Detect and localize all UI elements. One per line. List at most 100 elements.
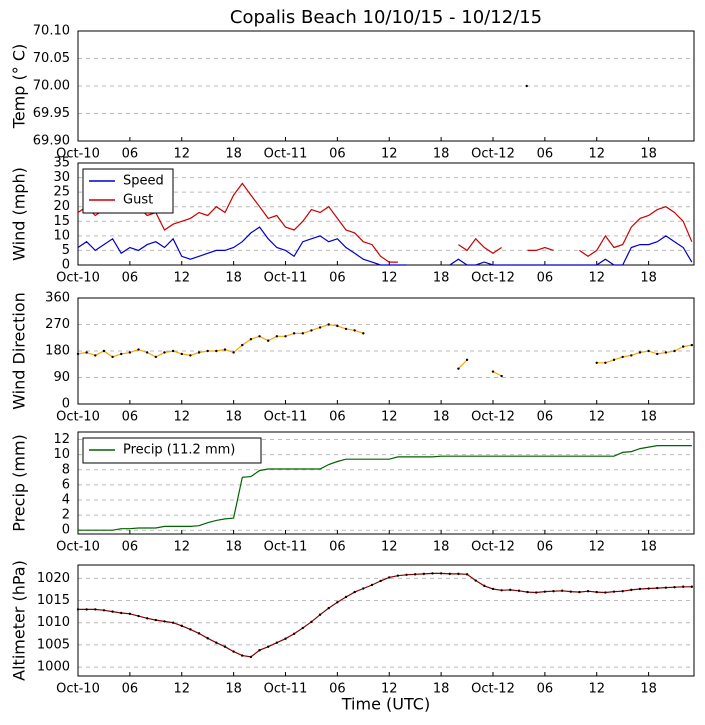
legend-box [82, 168, 174, 214]
x-tick-label: 18 [433, 271, 450, 286]
data-point [102, 609, 106, 612]
x-tick-label: 12 [381, 271, 398, 286]
data-point [310, 620, 313, 624]
data-point [604, 591, 607, 594]
x-tick-label: 06 [122, 682, 139, 697]
data-point [483, 584, 486, 588]
data-point [327, 323, 330, 326]
data-point [223, 348, 227, 351]
x-tick-label: Oct-11 [264, 540, 308, 555]
x-tick-label: 12 [588, 682, 605, 697]
data-point [94, 608, 97, 611]
data-point [292, 632, 296, 636]
data-point [145, 351, 149, 354]
data-line [78, 572, 692, 658]
x-tick-label: 06 [537, 682, 554, 697]
x-tick-label: Oct-12 [471, 410, 515, 425]
data-point [457, 572, 460, 576]
x-tick-label: Oct-11 [264, 271, 308, 286]
x-tick-label: Oct-12 [471, 271, 515, 286]
data-point [336, 324, 339, 328]
data-point [310, 329, 313, 332]
y-tick-label: 30 [53, 170, 70, 185]
y-tick-label: 10 [53, 447, 70, 462]
data-point [76, 608, 80, 611]
x-tick-label: 06 [537, 540, 554, 555]
chart-title: Copalis Beach 10/10/15 - 10/12/15 [230, 7, 542, 28]
x-tick-label: 06 [329, 147, 346, 162]
data-point [422, 572, 426, 576]
y-tick-label: 10 [53, 228, 70, 243]
y-tick-label: 180 [45, 344, 70, 359]
data-point [327, 606, 330, 610]
data-point [241, 343, 244, 347]
x-axis-label: Time (UTC) [341, 695, 430, 714]
x-tick-label: 12 [381, 682, 398, 697]
data-point [318, 613, 322, 616]
x-tick-label: 18 [433, 682, 450, 697]
y-axis-label: Wind Direction [10, 292, 29, 410]
data-point [621, 589, 624, 593]
data-point [630, 588, 633, 592]
data-point [560, 589, 564, 592]
data-point [525, 84, 528, 88]
data-point [586, 589, 590, 593]
y-tick-label: 69.90 [33, 134, 70, 149]
y-tick-label: 360 [45, 291, 70, 306]
x-tick-label: 12 [173, 540, 190, 555]
data-point [656, 586, 659, 590]
y-axis-label: Wind (mph) [10, 167, 29, 261]
data-point [284, 335, 287, 338]
x-tick-label: 06 [329, 271, 346, 286]
data-point [578, 590, 581, 594]
plot-frame [77, 297, 695, 405]
x-tick-label: 18 [433, 147, 450, 162]
data-point [664, 586, 668, 589]
x-tick-label: 12 [588, 147, 605, 162]
y-axis-label: Altimeter (hPa) [10, 560, 29, 681]
data-point [509, 588, 512, 592]
data-point [405, 573, 408, 576]
plot-frame [77, 30, 695, 142]
x-tick-label: 12 [381, 540, 398, 555]
data-point [111, 610, 114, 613]
y-tick-label: 6 [62, 477, 70, 492]
y-tick-label: 70.00 [33, 79, 70, 94]
data-point [111, 355, 114, 359]
x-tick-label: 12 [381, 410, 398, 425]
data-point [249, 655, 253, 659]
data-point [120, 352, 123, 356]
data-point [94, 354, 97, 357]
data-point [491, 587, 495, 591]
data-point [656, 352, 659, 356]
x-tick-label: 06 [122, 540, 139, 555]
data-point [85, 608, 88, 611]
data-point [180, 624, 183, 628]
legend-label: Gust [123, 193, 153, 208]
data-point [344, 595, 348, 599]
x-tick-label: 18 [433, 540, 450, 555]
data-point [673, 349, 676, 353]
x-tick-label: 18 [225, 540, 242, 555]
data-point [638, 351, 642, 354]
data-point [604, 361, 607, 364]
x-tick-label: 12 [173, 271, 190, 286]
x-tick-label: 12 [173, 147, 190, 162]
x-tick-label: 06 [122, 410, 139, 425]
data-point [612, 358, 616, 362]
data-point [215, 641, 218, 644]
data-point [690, 585, 694, 588]
y-axis-label: Temp (° C) [10, 44, 29, 129]
x-tick-label: 06 [329, 540, 346, 555]
data-point [171, 621, 175, 624]
data-point [189, 354, 192, 357]
y-tick-label: 0 [62, 397, 70, 412]
x-tick-label: 12 [173, 410, 190, 425]
data-point [439, 572, 443, 575]
y-tick-label: 1020 [37, 571, 70, 586]
data-point [301, 332, 304, 335]
x-tick-label: 18 [225, 682, 242, 697]
x-tick-label: 06 [329, 682, 346, 697]
data-point [448, 572, 451, 576]
